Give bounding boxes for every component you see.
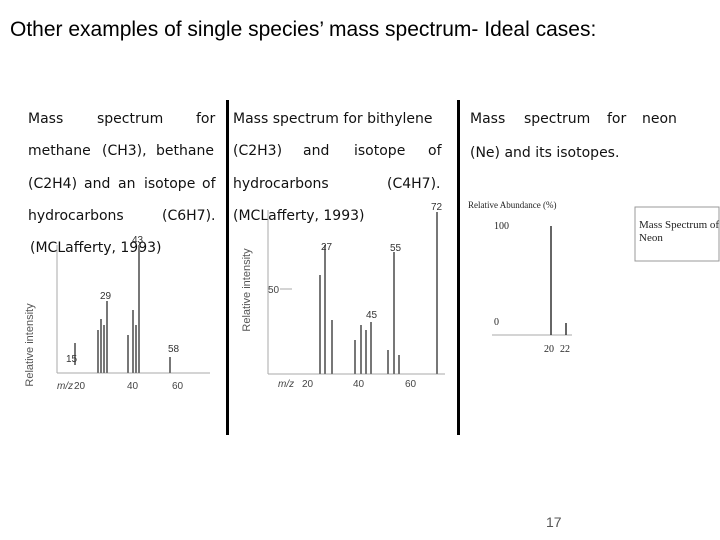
methane-spectrum-figure: Relative intensity 15 29 43 58 m/z 20 40… (24, 235, 210, 392)
col1-word-isotope: isotope (144, 176, 196, 192)
col1-peaks (74, 245, 171, 373)
col2-peak-label-27: 27 (321, 242, 333, 253)
col1-word-ch3: (CH3), (102, 143, 147, 159)
col2-ylabel: Relative intensity (241, 248, 253, 332)
col2-xlabel: m/z (278, 379, 294, 390)
col1-word-for: for (196, 111, 216, 127)
col1-xtick-20: 20 (74, 381, 86, 392)
col2-xtick-20: 20 (302, 379, 314, 390)
col1-peak-label-43: 43 (132, 235, 144, 246)
col1-word-c2h4: (C2H4) (28, 176, 78, 192)
col2-word-c4h7: (C4H7). (387, 176, 441, 192)
col3-ylabel: Relative Abundance (%) (468, 200, 556, 210)
col1-peak-label-15: 15 (66, 354, 78, 365)
bithylene-spectrum-figure: Relative intensity 50 27 55 45 72 m/z 20… (241, 202, 445, 390)
col2-ytick-50: 50 (268, 285, 280, 296)
col3-word-neon: neon (642, 111, 677, 127)
col3-xtick-22: 22 (560, 344, 570, 355)
col1-peak-label-29: 29 (100, 291, 112, 302)
col3-box-title-line2: Neon (639, 232, 663, 244)
column-divider-right (457, 100, 460, 435)
col2-xtick-60: 60 (405, 379, 417, 390)
col1-peak-label-58: 58 (168, 344, 180, 355)
slide-title: Other examples of single species’ mass s… (10, 18, 597, 41)
col3-xtick-20: 20 (544, 344, 554, 355)
col2-word-and: and (303, 143, 330, 159)
col2-peaks (319, 212, 438, 374)
col1-word-methane: methane (28, 143, 91, 159)
col2-word-of: of (428, 143, 442, 159)
col3-word-spectrum: spectrum (524, 111, 591, 127)
col3-box-title-line1: Mass Spectrum of (639, 219, 719, 231)
col2-line1: Mass spectrum for bithylene (233, 111, 433, 127)
col3-word-for: for (607, 111, 627, 127)
col1-word-c6h7: (C6H7). (162, 208, 216, 224)
col1-word-mass: Mass (28, 111, 64, 127)
neon-spectrum-figure: Relative Abundance (%) 100 0 20 22 Mass … (468, 200, 720, 355)
col2-xtick-40: 40 (353, 379, 365, 390)
col1-word-bethane: bethane (156, 143, 214, 159)
col3-line2: (Ne) and its isotopes. (470, 145, 620, 161)
col1-citation: (MCLafferty, 1993) (30, 240, 162, 256)
col2-peak-label-45: 45 (366, 310, 378, 321)
col3-title-box (634, 206, 720, 262)
col1-ylabel: Relative intensity (24, 303, 36, 387)
col2-word-isotope: isotope (354, 143, 406, 159)
col1-xtick-60: 60 (172, 381, 184, 392)
col3-ytick-0: 0 (494, 317, 499, 328)
col3-word-mass: Mass (470, 111, 506, 127)
col1-word-spectrum: spectrum (97, 111, 164, 127)
col2-word-c2h3: (C2H3) (233, 143, 283, 159)
col1-xtick-40: 40 (127, 381, 139, 392)
column-divider-left (226, 100, 229, 435)
col1-word-hydrocarbons: hydrocarbons (28, 208, 124, 224)
col1-word-and: and (84, 176, 111, 192)
page-number: 17 (546, 514, 562, 530)
col2-word-hydrocarbons: hydrocarbons (233, 176, 329, 192)
col2-citation: (MCLafferty, 1993) (233, 208, 365, 224)
col3-ytick-100: 100 (494, 221, 509, 232)
col2-peak-label-55: 55 (390, 243, 402, 254)
col1-word-an: an (118, 176, 136, 192)
col1-word-of: of (202, 176, 216, 192)
col2-peak-label-72: 72 (431, 202, 443, 213)
col1-xlabel: m/z (57, 381, 73, 392)
